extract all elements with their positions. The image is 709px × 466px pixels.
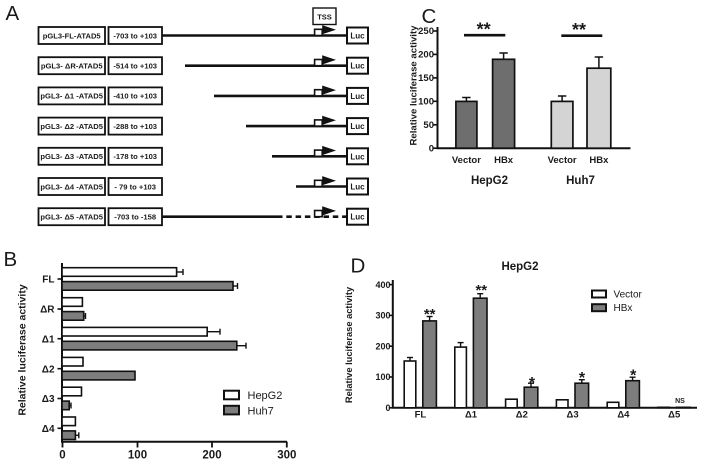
svg-text:NS: NS — [675, 398, 685, 405]
svg-text:200: 200 — [202, 450, 221, 462]
svg-text:Δ3: Δ3 — [567, 410, 579, 421]
svg-text:*: * — [579, 370, 586, 387]
svg-text:HBx: HBx — [494, 155, 514, 166]
svg-text:-703 to -158: -703 to -158 — [114, 213, 156, 222]
svg-text:**: ** — [424, 306, 436, 323]
svg-text:Vector: Vector — [452, 155, 481, 166]
svg-text:300: 300 — [375, 311, 390, 321]
svg-text:- 79 to +103: - 79 to +103 — [114, 182, 156, 191]
svg-text:Vector: Vector — [614, 289, 643, 300]
svg-text:Luc: Luc — [350, 62, 365, 71]
svg-text:**: ** — [475, 282, 487, 299]
svg-text:Δ2: Δ2 — [516, 410, 528, 421]
svg-text:-288 to +103: -288 to +103 — [113, 122, 157, 131]
svg-text:Luc: Luc — [350, 92, 365, 101]
svg-text:Δ5: Δ5 — [668, 410, 681, 421]
svg-text:FL: FL — [42, 275, 54, 286]
svg-text:100: 100 — [418, 97, 434, 108]
svg-text:-703 to +103: -703 to +103 — [113, 31, 157, 40]
svg-text:pGL3- Δ3 -ATAD5: pGL3- Δ3 -ATAD5 — [40, 152, 103, 161]
svg-text:0: 0 — [385, 403, 390, 413]
svg-text:Luc: Luc — [350, 183, 365, 192]
svg-text:FL: FL — [415, 410, 427, 421]
svg-text:*: * — [630, 367, 637, 384]
svg-text:0: 0 — [429, 143, 434, 154]
svg-text:Luc: Luc — [350, 213, 365, 222]
svg-text:**: ** — [572, 20, 586, 40]
svg-text:100: 100 — [375, 372, 390, 382]
svg-text:Luc: Luc — [350, 152, 365, 161]
svg-text:pGL3- Δ4 -ATAD5: pGL3- Δ4 -ATAD5 — [40, 182, 103, 191]
svg-text:HBx: HBx — [614, 303, 633, 314]
svg-text:100: 100 — [128, 450, 147, 462]
svg-text:Relative luciferase activity: Relative luciferase activity — [409, 25, 420, 146]
svg-text:Huh7: Huh7 — [248, 405, 274, 417]
svg-text:*: * — [529, 375, 536, 392]
svg-text:ΔR: ΔR — [40, 305, 55, 316]
svg-text:Huh7: Huh7 — [566, 175, 595, 187]
svg-text:250: 250 — [418, 26, 434, 37]
svg-text:A: A — [6, 2, 20, 25]
svg-text:Δ1: Δ1 — [42, 334, 55, 345]
svg-text:400: 400 — [375, 280, 390, 290]
svg-text:**: ** — [477, 19, 491, 39]
svg-text:D: D — [351, 255, 366, 278]
svg-text:Luc: Luc — [350, 122, 365, 131]
svg-text:HepG2: HepG2 — [248, 390, 283, 402]
svg-text:Vector: Vector — [548, 155, 577, 166]
svg-text:C: C — [422, 5, 437, 28]
svg-text:150: 150 — [418, 73, 434, 84]
svg-text:pGL3- Δ5 -ATAD5: pGL3- Δ5 -ATAD5 — [40, 213, 103, 222]
svg-text:HBx: HBx — [589, 155, 609, 166]
svg-text:-514 to +103: -514 to +103 — [113, 62, 157, 71]
svg-text:Luc: Luc — [350, 32, 365, 41]
svg-text:TSS: TSS — [317, 13, 332, 22]
svg-text:-410 to +103: -410 to +103 — [113, 92, 157, 101]
svg-text:Relative luciferase activity: Relative luciferase activity — [17, 284, 29, 415]
svg-text:pGL3-FL-ATAD5: pGL3-FL-ATAD5 — [43, 31, 102, 40]
svg-text:pGL3- ΔR-ATAD5: pGL3- ΔR-ATAD5 — [41, 62, 103, 71]
svg-text:0: 0 — [59, 450, 65, 462]
svg-text:B: B — [4, 248, 18, 271]
svg-text:Δ4: Δ4 — [617, 410, 630, 421]
svg-text:-178 to +103: -178 to +103 — [113, 152, 157, 161]
svg-text:pGL3- Δ1 -ATAD5: pGL3- Δ1 -ATAD5 — [40, 92, 103, 101]
svg-text:pGL3- Δ2 -ATAD5: pGL3- Δ2 -ATAD5 — [40, 122, 103, 131]
svg-text:HepG2: HepG2 — [501, 261, 538, 273]
svg-text:HepG2: HepG2 — [471, 175, 508, 187]
svg-text:50: 50 — [423, 120, 434, 131]
svg-text:300: 300 — [277, 450, 296, 462]
svg-text:Δ3: Δ3 — [42, 394, 55, 405]
svg-text:Δ2: Δ2 — [42, 364, 55, 375]
svg-text:200: 200 — [418, 50, 434, 61]
svg-text:200: 200 — [375, 341, 390, 351]
svg-text:Δ1: Δ1 — [465, 410, 478, 421]
svg-text:Relative luciferase activity: Relative luciferase activity — [344, 286, 354, 403]
svg-text:Δ4: Δ4 — [42, 424, 55, 435]
